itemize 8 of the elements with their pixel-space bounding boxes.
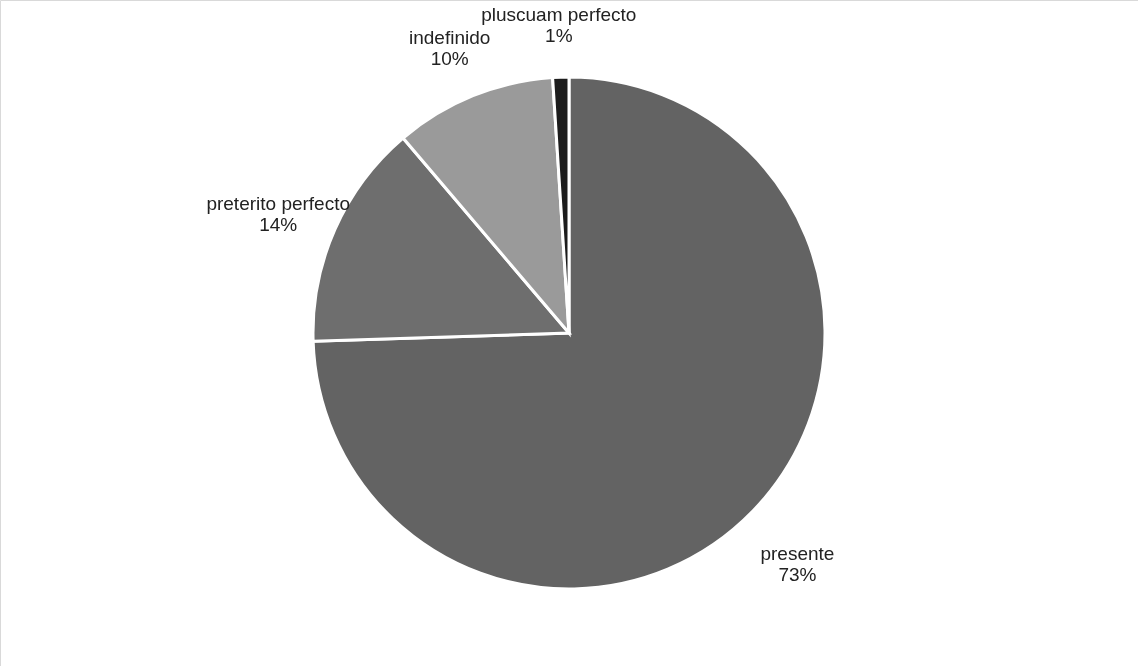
slice-label: preterito perfecto — [206, 193, 351, 215]
slice-label: pluscuam perfecto — [481, 4, 637, 26]
data-label: 10% — [430, 48, 469, 70]
slice-label: indefinido — [408, 27, 491, 49]
data-label: 14% — [259, 214, 298, 236]
data-label: 1% — [545, 25, 573, 47]
data-label: 73% — [778, 564, 817, 586]
slice-label: presente — [760, 543, 835, 565]
